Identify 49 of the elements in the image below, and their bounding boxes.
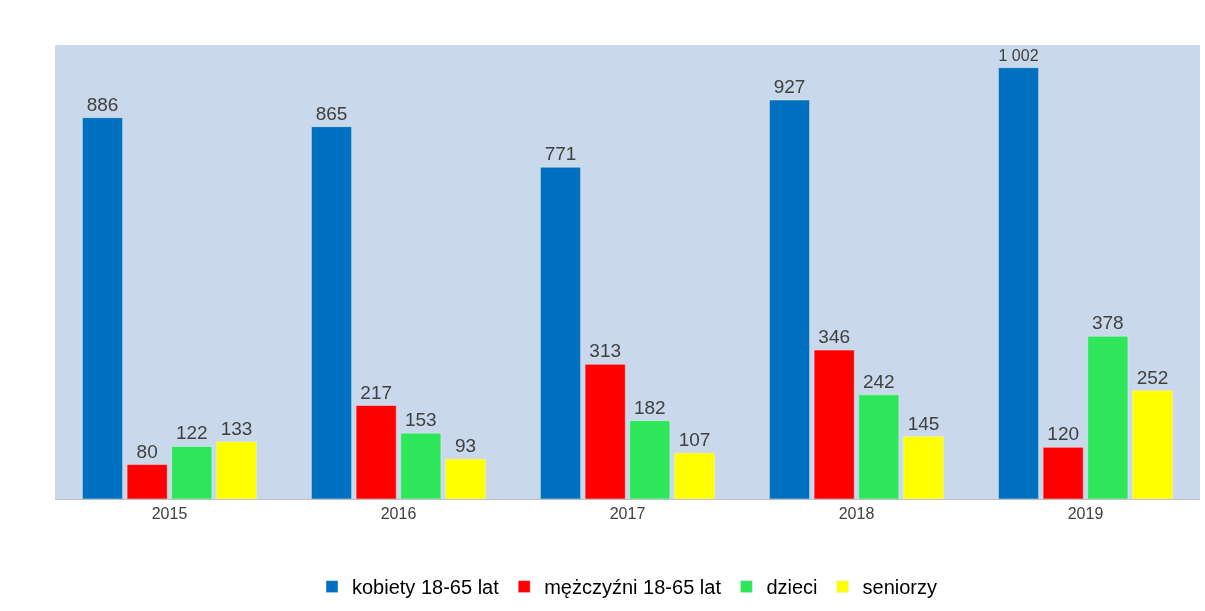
bar [540,166,581,499]
bar [858,394,900,499]
bar [1042,447,1084,499]
bar [769,99,810,499]
bar [82,117,123,499]
data-label: 346 [818,326,851,348]
data-label: 133 [220,417,253,439]
legend-label: seniorzy [862,576,938,599]
data-label: 771 [544,143,577,165]
bar [216,441,257,499]
x-tick-label: 2015 [151,505,188,523]
bar [629,420,671,499]
data-label: 120 [1047,423,1080,445]
bar [674,452,715,499]
x-tick-label: 2018 [838,505,875,523]
bar [813,349,855,499]
legend-label: dzieci [766,576,818,599]
data-label: 182 [633,396,666,418]
data-label: 927 [773,75,806,97]
data-label: 153 [404,409,437,431]
data-label: 217 [360,381,393,403]
bar [998,67,1039,499]
bar [1087,336,1129,499]
bar [311,126,352,499]
data-label: 886 [86,93,119,115]
bar [445,458,486,499]
data-label: 252 [1136,366,1169,388]
data-label: 378 [1091,312,1124,334]
data-label: 145 [907,412,940,434]
bar [171,446,213,499]
data-label: 313 [589,340,622,362]
bar [584,364,626,499]
x-tick-label: 2019 [1067,505,1104,523]
x-tick-label: 2017 [609,505,646,523]
bar [400,432,442,499]
data-label: 107 [678,428,711,450]
bar [355,405,397,499]
data-label: 242 [862,370,895,392]
legend-label: kobiety 18-65 lat [352,576,500,599]
bar [126,464,168,499]
data-label: 80 [136,440,158,462]
data-label: 1 002 [998,46,1039,65]
x-tick-label: 2016 [380,505,417,523]
data-label: 865 [315,102,348,124]
bar [903,436,944,499]
legend-label: mężczyźni 18-65 lat [544,576,722,599]
data-label: 122 [175,422,208,444]
data-label: 93 [454,434,477,456]
bar [1132,390,1173,499]
